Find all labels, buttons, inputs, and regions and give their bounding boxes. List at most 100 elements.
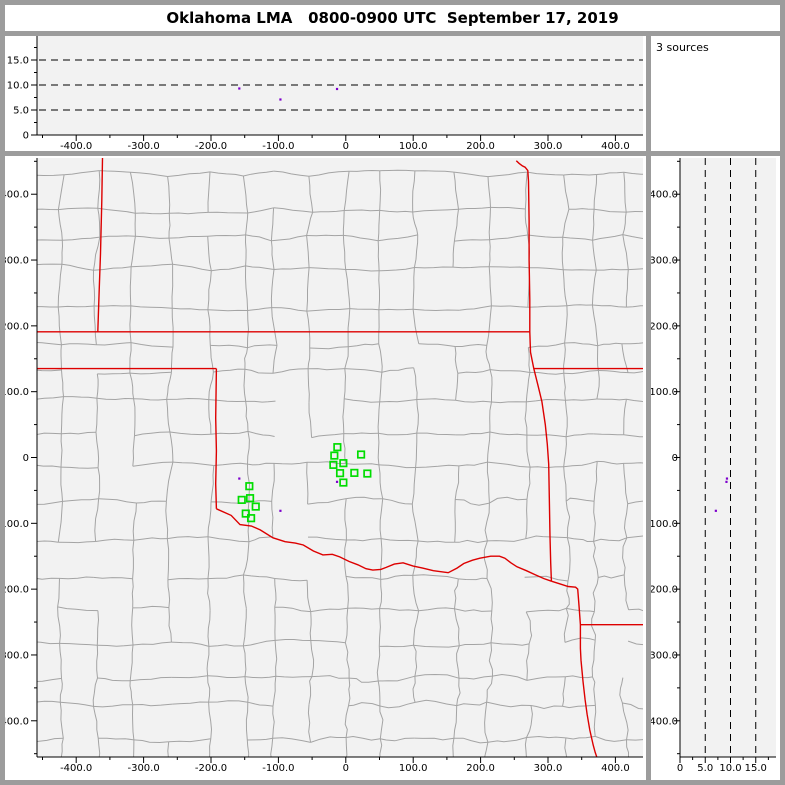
source-count-panel: 3 sources [651,36,780,151]
county-line [245,234,272,242]
county-line [132,461,173,467]
county-line [99,235,136,238]
county-line [626,210,643,213]
county-line [626,739,643,741]
county-line [452,738,455,757]
county-line [598,370,629,374]
tick-label: -300.0 [5,650,29,661]
county-line [57,264,63,308]
county-line [486,462,490,504]
tick-label: -300.0 [127,141,159,151]
county-line [413,644,460,648]
county-line [171,264,174,309]
county-line [592,577,599,612]
county-line [167,176,171,214]
tick-label: -100.0 [262,141,294,151]
tick-label: 400.0 [601,763,630,774]
county-line [377,401,381,434]
county-line [37,174,65,177]
county-line [378,608,381,647]
county-line [344,346,349,369]
county-line [489,401,492,432]
county-line [95,398,98,433]
county-line [592,240,597,271]
county-line [131,704,135,740]
county-line [308,176,314,213]
county-line [563,466,567,502]
county-line [207,675,246,678]
station-marker [330,451,339,460]
tick-label: 200.0 [5,321,29,332]
county-line [563,370,599,375]
tick-label: -200.0 [195,141,227,151]
county-line [412,267,415,310]
county-line [37,306,59,308]
county-line [24,542,28,578]
county-line [418,607,455,612]
county-line [270,240,275,270]
county-line [526,705,533,738]
county-line [247,462,275,466]
county-line [628,608,643,612]
county-line [271,501,274,537]
county-line [63,396,97,399]
county-line [459,305,492,311]
county-line [413,234,419,268]
county-line [377,680,381,706]
county-line [490,642,530,646]
county-line [171,675,208,679]
ns-altitude-plot: -400.0 -300.0 -200.0 -100.0 0 100.0 200.0 300.0… [651,158,776,774]
county-line [490,206,526,210]
county-line [526,735,566,739]
county-line [529,267,564,271]
county-line [97,208,101,238]
county-line [308,402,313,438]
county-line [271,463,275,502]
county-line [132,435,135,467]
county-line [345,576,349,609]
tick-label: -100.0 [262,763,294,774]
county-line [454,608,492,612]
ew-altitude-panel: 0 5.0 10.0 15.0 -400.0 -300.0 -200.0 -100.0 0 100… [5,36,646,151]
county-line [492,673,528,681]
county-line [623,434,643,438]
tick-label: 300.0 [5,256,29,267]
ew-altitude-plot: 0 5.0 10.0 15.0 -400.0 -300.0 -200.0 -100.0 0 100… [7,36,643,151]
county-line [309,346,349,350]
county-line [619,677,624,704]
county-line [593,537,627,542]
county-line [568,208,595,210]
county-line [207,309,248,312]
county-line [171,308,174,348]
county-line [526,643,530,681]
county-line [489,266,530,269]
county-line [456,701,487,707]
county-line [97,644,134,647]
county-line [272,706,275,739]
county-line [172,701,209,705]
county-line [134,431,170,437]
county-line [565,675,593,679]
county-line [247,464,251,503]
tick-label: -400.0 [60,763,92,774]
county-line [453,705,458,739]
county-line [272,345,278,374]
county-line [213,462,248,466]
county-line [57,174,65,210]
county-line [272,368,309,374]
county-line [309,267,346,270]
plot-background [680,158,776,757]
source-dot [238,87,241,90]
county-line [132,605,169,609]
county-line [273,170,309,177]
county-line [130,171,168,177]
county-line [489,431,527,436]
county-line [564,400,568,437]
county-line [487,737,527,743]
county-line [379,209,413,213]
county-line [57,578,60,607]
county-line [454,578,459,609]
county-line [376,646,381,682]
county-line [595,735,627,742]
county-line [563,608,569,643]
